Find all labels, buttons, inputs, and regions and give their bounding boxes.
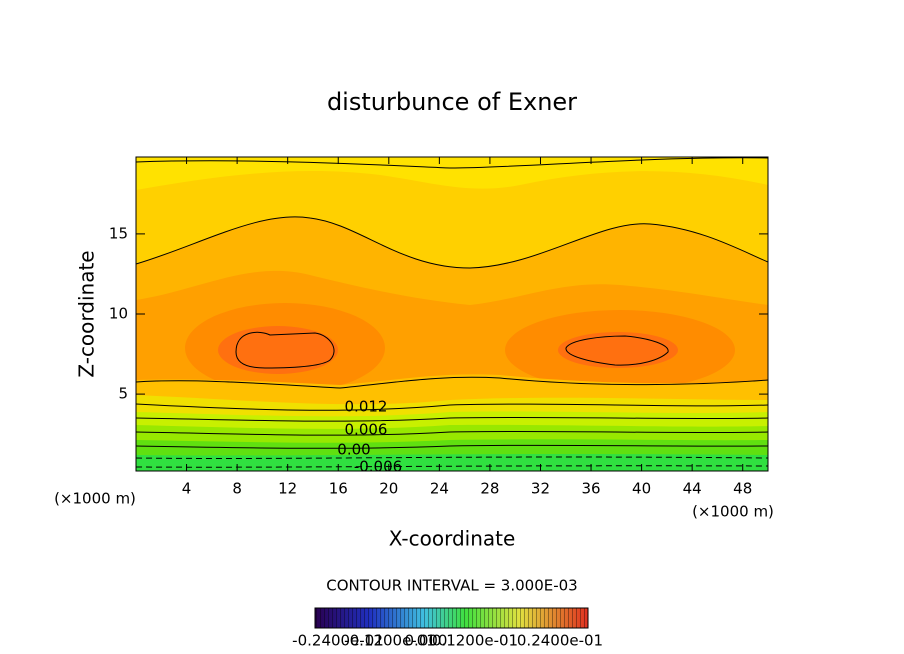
x-tick-label: 36 <box>581 480 600 498</box>
x-tick-label: 48 <box>733 480 752 498</box>
x-tick-label: 44 <box>683 480 702 498</box>
x-tick-label: 4 <box>182 480 192 498</box>
x-axis-label: X-coordinate <box>389 527 516 551</box>
colorbar-label: 0.1200e-01 <box>432 632 518 650</box>
x-tick-label: 8 <box>232 480 242 498</box>
contour-label: 0.00 <box>337 441 370 459</box>
y-tick-label: 15 <box>109 224 128 242</box>
contour-interval: CONTOUR INTERVAL = 3.000E-03 <box>326 577 577 595</box>
x-unit: (×1000 m) <box>54 490 136 508</box>
colorbar-label: -0.2400e-01 <box>292 632 384 650</box>
contour-label: 0.006 <box>345 421 388 439</box>
contour-label: -0.006 <box>354 458 402 476</box>
contour-label: 0.012 <box>345 398 388 416</box>
x-tick-label: 40 <box>632 480 651 498</box>
colorbar-stripes <box>315 608 588 628</box>
y-tick-label: 10 <box>109 305 128 323</box>
colorbar-label: -0.1200e-01 <box>344 632 436 650</box>
x-unit: (×1000 m) <box>692 503 774 521</box>
y-axis-label: Z-coordinate <box>75 250 99 377</box>
x-tick-label: 20 <box>379 480 398 498</box>
x-tick-label: 12 <box>278 480 297 498</box>
x-tick-label: 16 <box>329 480 348 498</box>
x-tick-label: 32 <box>531 480 550 498</box>
y-tick-label: 5 <box>118 385 128 403</box>
x-tick-label: 24 <box>430 480 449 498</box>
contour-fill <box>136 157 768 471</box>
chart-title: disturbunce of Exner <box>327 88 577 116</box>
colorbar-label: 0.000 <box>405 632 448 650</box>
x-tick-label: 28 <box>480 480 499 498</box>
colorbar-label: 0.2400e-01 <box>517 632 603 650</box>
